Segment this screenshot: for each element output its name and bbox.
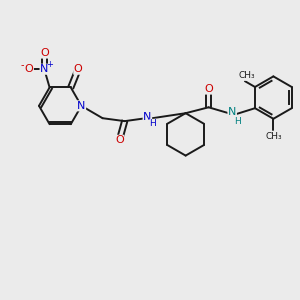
- Text: H: H: [150, 119, 156, 128]
- Text: O: O: [115, 135, 124, 145]
- Text: H: H: [234, 117, 241, 126]
- Text: N: N: [40, 64, 49, 74]
- Text: O: O: [40, 48, 49, 58]
- Text: CH₃: CH₃: [265, 132, 282, 141]
- Text: -: -: [21, 60, 24, 70]
- Text: CH₃: CH₃: [238, 71, 255, 80]
- Text: N: N: [77, 101, 86, 111]
- Text: O: O: [204, 84, 213, 94]
- Text: +: +: [46, 60, 53, 69]
- Text: N: N: [143, 112, 152, 122]
- Text: O: O: [25, 64, 33, 74]
- Text: N: N: [228, 107, 236, 117]
- Text: O: O: [74, 64, 82, 74]
